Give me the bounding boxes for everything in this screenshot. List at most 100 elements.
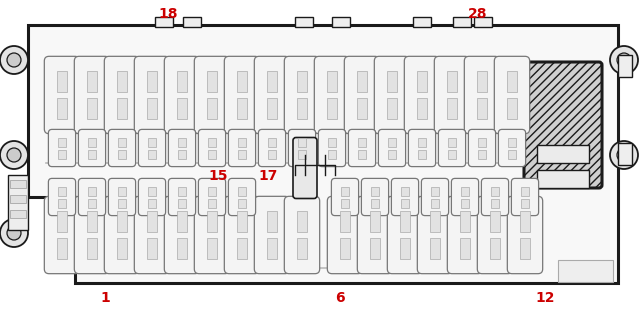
FancyBboxPatch shape [374, 56, 410, 134]
Bar [388, 137, 396, 147]
Bar [178, 198, 186, 208]
FancyBboxPatch shape [134, 196, 170, 274]
Bar [86, 211, 98, 232]
Bar [453, 17, 471, 27]
Bar [618, 55, 632, 77]
Polygon shape [28, 25, 618, 283]
Bar [477, 98, 488, 119]
Bar [178, 186, 186, 196]
Bar [399, 238, 410, 259]
FancyBboxPatch shape [392, 179, 419, 216]
FancyBboxPatch shape [169, 179, 196, 216]
Bar [327, 98, 337, 119]
Circle shape [7, 226, 21, 240]
Bar [521, 186, 529, 196]
Bar [206, 238, 217, 259]
FancyBboxPatch shape [511, 179, 539, 216]
Bar [58, 149, 66, 159]
Bar [118, 186, 126, 196]
Bar [206, 71, 217, 92]
FancyBboxPatch shape [357, 196, 393, 274]
FancyBboxPatch shape [284, 196, 320, 274]
FancyBboxPatch shape [74, 56, 110, 134]
Bar [206, 98, 217, 119]
Bar [116, 238, 127, 259]
Bar [387, 71, 397, 92]
Bar [268, 137, 276, 147]
Bar [298, 137, 306, 147]
FancyBboxPatch shape [44, 196, 80, 274]
Bar [296, 98, 307, 119]
Bar [491, 198, 499, 208]
Bar [58, 198, 66, 208]
Bar [116, 211, 127, 232]
Bar [459, 238, 470, 259]
Bar [558, 260, 613, 282]
Bar [459, 211, 470, 232]
Bar [266, 98, 277, 119]
Bar [298, 149, 306, 159]
Bar [236, 211, 247, 232]
Bar [208, 186, 216, 196]
Bar [208, 198, 216, 208]
Bar [339, 238, 350, 259]
FancyBboxPatch shape [79, 179, 105, 216]
Bar [86, 98, 98, 119]
FancyBboxPatch shape [109, 179, 135, 216]
Bar [332, 17, 350, 27]
Bar [296, 238, 307, 259]
Bar [489, 211, 500, 232]
Bar [358, 149, 366, 159]
Bar [10, 195, 26, 203]
Bar [358, 137, 366, 147]
Bar [155, 17, 173, 27]
FancyBboxPatch shape [468, 129, 496, 167]
Bar [508, 149, 516, 159]
Bar [8, 175, 28, 230]
Bar [520, 238, 530, 259]
FancyBboxPatch shape [288, 129, 316, 167]
Bar [296, 71, 307, 92]
FancyBboxPatch shape [481, 179, 509, 216]
Bar [413, 17, 431, 27]
Bar [477, 71, 488, 92]
FancyBboxPatch shape [228, 129, 256, 167]
Text: 18: 18 [158, 7, 178, 21]
Bar [295, 17, 313, 27]
Bar [508, 137, 516, 147]
Text: 15: 15 [208, 169, 227, 183]
FancyBboxPatch shape [507, 196, 543, 274]
Bar [537, 170, 589, 188]
Bar [387, 98, 397, 119]
Bar [489, 238, 500, 259]
Bar [327, 71, 337, 92]
Bar [238, 198, 246, 208]
Text: 6: 6 [335, 291, 345, 305]
Bar [118, 149, 126, 159]
FancyBboxPatch shape [228, 179, 256, 216]
Circle shape [0, 219, 28, 247]
Bar [176, 238, 187, 259]
FancyBboxPatch shape [344, 56, 380, 134]
FancyBboxPatch shape [387, 196, 422, 274]
Bar [371, 198, 379, 208]
Bar [296, 211, 307, 232]
Bar [183, 17, 201, 27]
Bar [369, 238, 380, 259]
Bar [238, 186, 246, 196]
FancyBboxPatch shape [198, 129, 226, 167]
Bar [56, 98, 68, 119]
FancyBboxPatch shape [495, 56, 530, 134]
Bar [461, 198, 469, 208]
Bar [178, 137, 186, 147]
Bar [328, 149, 336, 159]
Bar [520, 211, 530, 232]
FancyBboxPatch shape [435, 56, 470, 134]
Bar [474, 17, 492, 27]
Bar [618, 143, 632, 165]
Bar [88, 186, 96, 196]
FancyBboxPatch shape [318, 129, 346, 167]
Bar [399, 211, 410, 232]
Bar [56, 71, 68, 92]
Bar [537, 145, 589, 163]
